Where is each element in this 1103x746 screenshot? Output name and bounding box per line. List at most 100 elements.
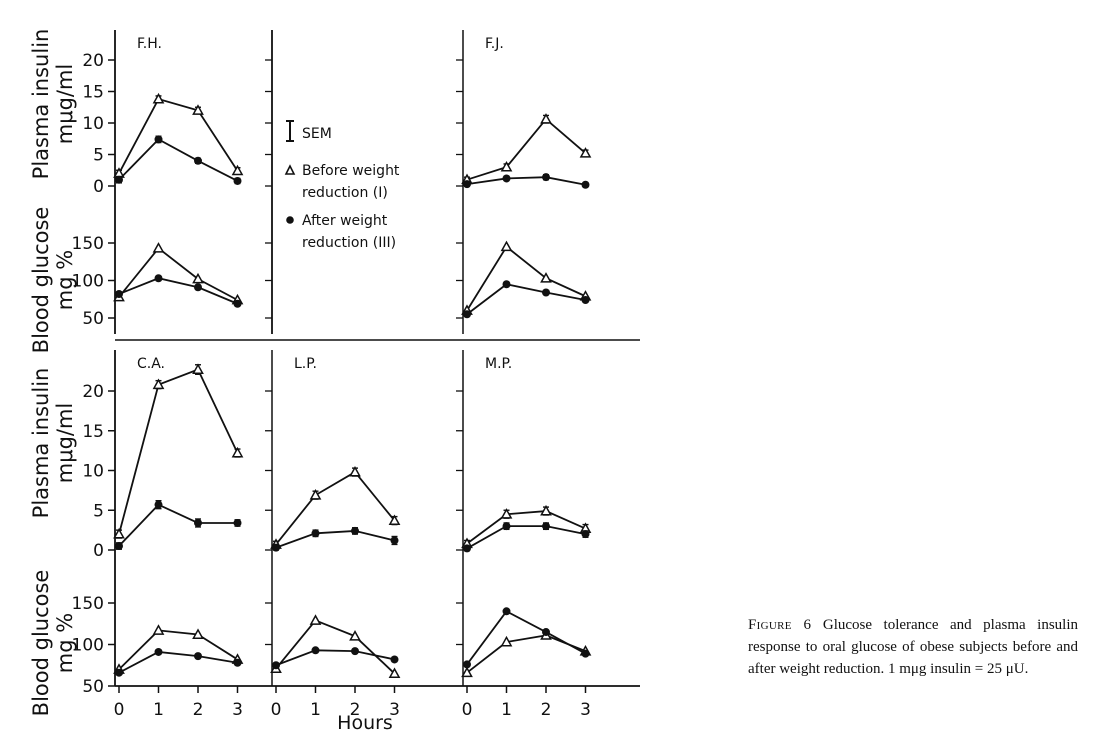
- row1-glucose-axis-label-line1: Blood glucose: [29, 207, 53, 354]
- x-tick-label: 0: [114, 700, 125, 720]
- insulin-point-fj-after: [542, 173, 550, 182]
- insulin-point-fj-before: [500, 160, 513, 172]
- glucose-point-fj-before: [500, 240, 513, 252]
- row2-glucose-axis-label-line2: mg %: [53, 613, 77, 673]
- y-tick-label: 0: [93, 177, 104, 197]
- glucose-point-lp-before: [309, 614, 322, 625]
- insulin-point-ca-after: [233, 518, 242, 527]
- x-tick-label: 3: [580, 700, 591, 720]
- glucose-line-ca-before: [118, 629, 238, 671]
- glucose-point-mp-after: [581, 649, 590, 658]
- insulin-point-lp-after: [390, 536, 399, 545]
- x-tick-label: 0: [271, 700, 282, 720]
- row1-insulin-axis-label-line2: mμg/ml: [53, 64, 77, 145]
- glucose-line-fj-before: [466, 245, 586, 311]
- row2-insulin-axis-label-line1: Plasma insulin: [29, 368, 53, 519]
- glucose-point-fh-before: [192, 272, 204, 284]
- glucose-point-mp-after: [502, 607, 511, 616]
- insulin-point-lp-after: [272, 543, 280, 552]
- insulin-point-lp-after: [311, 529, 320, 538]
- insulin-point-fh-before: [192, 104, 204, 115]
- glucose-point-mp-after: [463, 660, 471, 669]
- glucose-point-fj-after: [542, 288, 550, 297]
- legend-circle-marker: [286, 216, 294, 224]
- insulin-point-ca-before: [113, 527, 125, 539]
- insulin-point-ca-before: [152, 378, 165, 390]
- insulin-line-fh-after: [118, 138, 238, 182]
- glucose-point-ca-before: [152, 624, 165, 635]
- insulin-line-fj-before: [466, 117, 587, 181]
- glucose-line-ca-after: [118, 651, 238, 674]
- x-tick-label: 0: [462, 700, 473, 720]
- glucose-point-fj-after: [581, 296, 590, 304]
- insulin-point-lp-after: [351, 526, 359, 535]
- glucose-point-fj-after: [463, 310, 471, 319]
- row2-glucose-axis-label-line1: Blood glucose: [29, 570, 53, 717]
- row1-glucose-axis-label-line2: mg %: [53, 250, 77, 310]
- row1-insulin-axis-label-line1: Plasma insulin: [29, 29, 53, 180]
- insulin-line-mp-after: [466, 525, 586, 550]
- y-tick-label: 50: [82, 309, 104, 329]
- glucose-point-fj-after: [502, 280, 511, 289]
- glucose-point-ca-after: [115, 668, 123, 677]
- insulin-point-fj-after: [463, 180, 471, 189]
- y-tick-label: 15: [82, 83, 104, 103]
- glucose-line-fh-after: [118, 277, 238, 305]
- insulin-line-fj-after: [466, 176, 586, 186]
- legend-after-line2: reduction (III): [302, 235, 396, 251]
- glucose-point-fh-after: [115, 290, 123, 298]
- glucose-point-ca-after: [233, 658, 242, 667]
- insulin-point-ca-before: [231, 446, 244, 458]
- glucose-line-mp-after: [466, 610, 586, 665]
- row2-insulin-axis-label-line2: mμg/ml: [53, 403, 77, 484]
- insulin-point-fh-after: [233, 176, 242, 185]
- glucose-point-fh-after: [233, 299, 242, 308]
- y-tick-label: 100: [72, 636, 104, 656]
- legend-triangle-marker: [284, 164, 296, 175]
- glucose-point-mp-before: [500, 635, 513, 647]
- glucose-point-fh-before: [152, 242, 165, 253]
- y-tick-label: 20: [82, 51, 104, 71]
- insulin-line-lp-before: [275, 470, 396, 545]
- x-tick-label: 1: [310, 700, 321, 720]
- glucose-point-lp-after: [351, 647, 359, 656]
- x-tick-label: 2: [541, 700, 552, 720]
- x-tick-label: 1: [153, 700, 164, 720]
- legend-before-line2: reduction (I): [302, 185, 388, 201]
- x-tick-label: 3: [389, 700, 400, 720]
- figure-caption: Figure 6 Glucose tolerance and plasma in…: [748, 614, 1078, 680]
- glucose-line-fh-before: [118, 246, 238, 301]
- insulin-point-fj-after: [581, 180, 590, 189]
- insulin-line-ca-after: [118, 503, 238, 547]
- y-tick-label: 50: [82, 677, 104, 697]
- glucose-line-fj-after: [466, 283, 586, 315]
- caption-text: Glucose tolerance and plasma insulin res…: [748, 617, 1078, 677]
- subject-label-mp: M.P.: [485, 356, 512, 372]
- y-tick-label: 5: [93, 146, 104, 166]
- x-tick-label: 2: [350, 700, 361, 720]
- hours-label: Hours: [337, 712, 393, 734]
- glucose-point-ca-before: [192, 628, 204, 639]
- insulin-point-mp-after: [463, 544, 471, 553]
- insulin-point-fj-before: [540, 113, 552, 124]
- insulin-point-ca-after: [154, 500, 163, 509]
- glucose-point-lp-after: [272, 661, 280, 670]
- legend-after-line1: After weight: [302, 213, 388, 229]
- insulin-point-fj-before: [579, 147, 592, 158]
- insulin-point-lp-before: [309, 489, 322, 500]
- subject-label-lp: L.P.: [294, 356, 317, 372]
- x-tick-label: 2: [193, 700, 204, 720]
- insulin-line-fh-before: [118, 97, 239, 174]
- glucose-line-lp-after: [275, 649, 395, 667]
- insulin-point-ca-before: [192, 363, 204, 374]
- glucose-point-lp-after: [311, 646, 320, 655]
- insulin-point-lp-before: [388, 514, 401, 526]
- insulin-point-mp-before: [540, 504, 552, 516]
- insulin-point-mp-after: [502, 522, 511, 531]
- insulin-point-fj-after: [502, 174, 511, 183]
- glucose-point-lp-before: [388, 667, 401, 678]
- y-tick-label: 20: [82, 382, 104, 402]
- insulin-point-ca-after: [194, 518, 202, 527]
- caption-lead: Figure 6: [748, 617, 812, 633]
